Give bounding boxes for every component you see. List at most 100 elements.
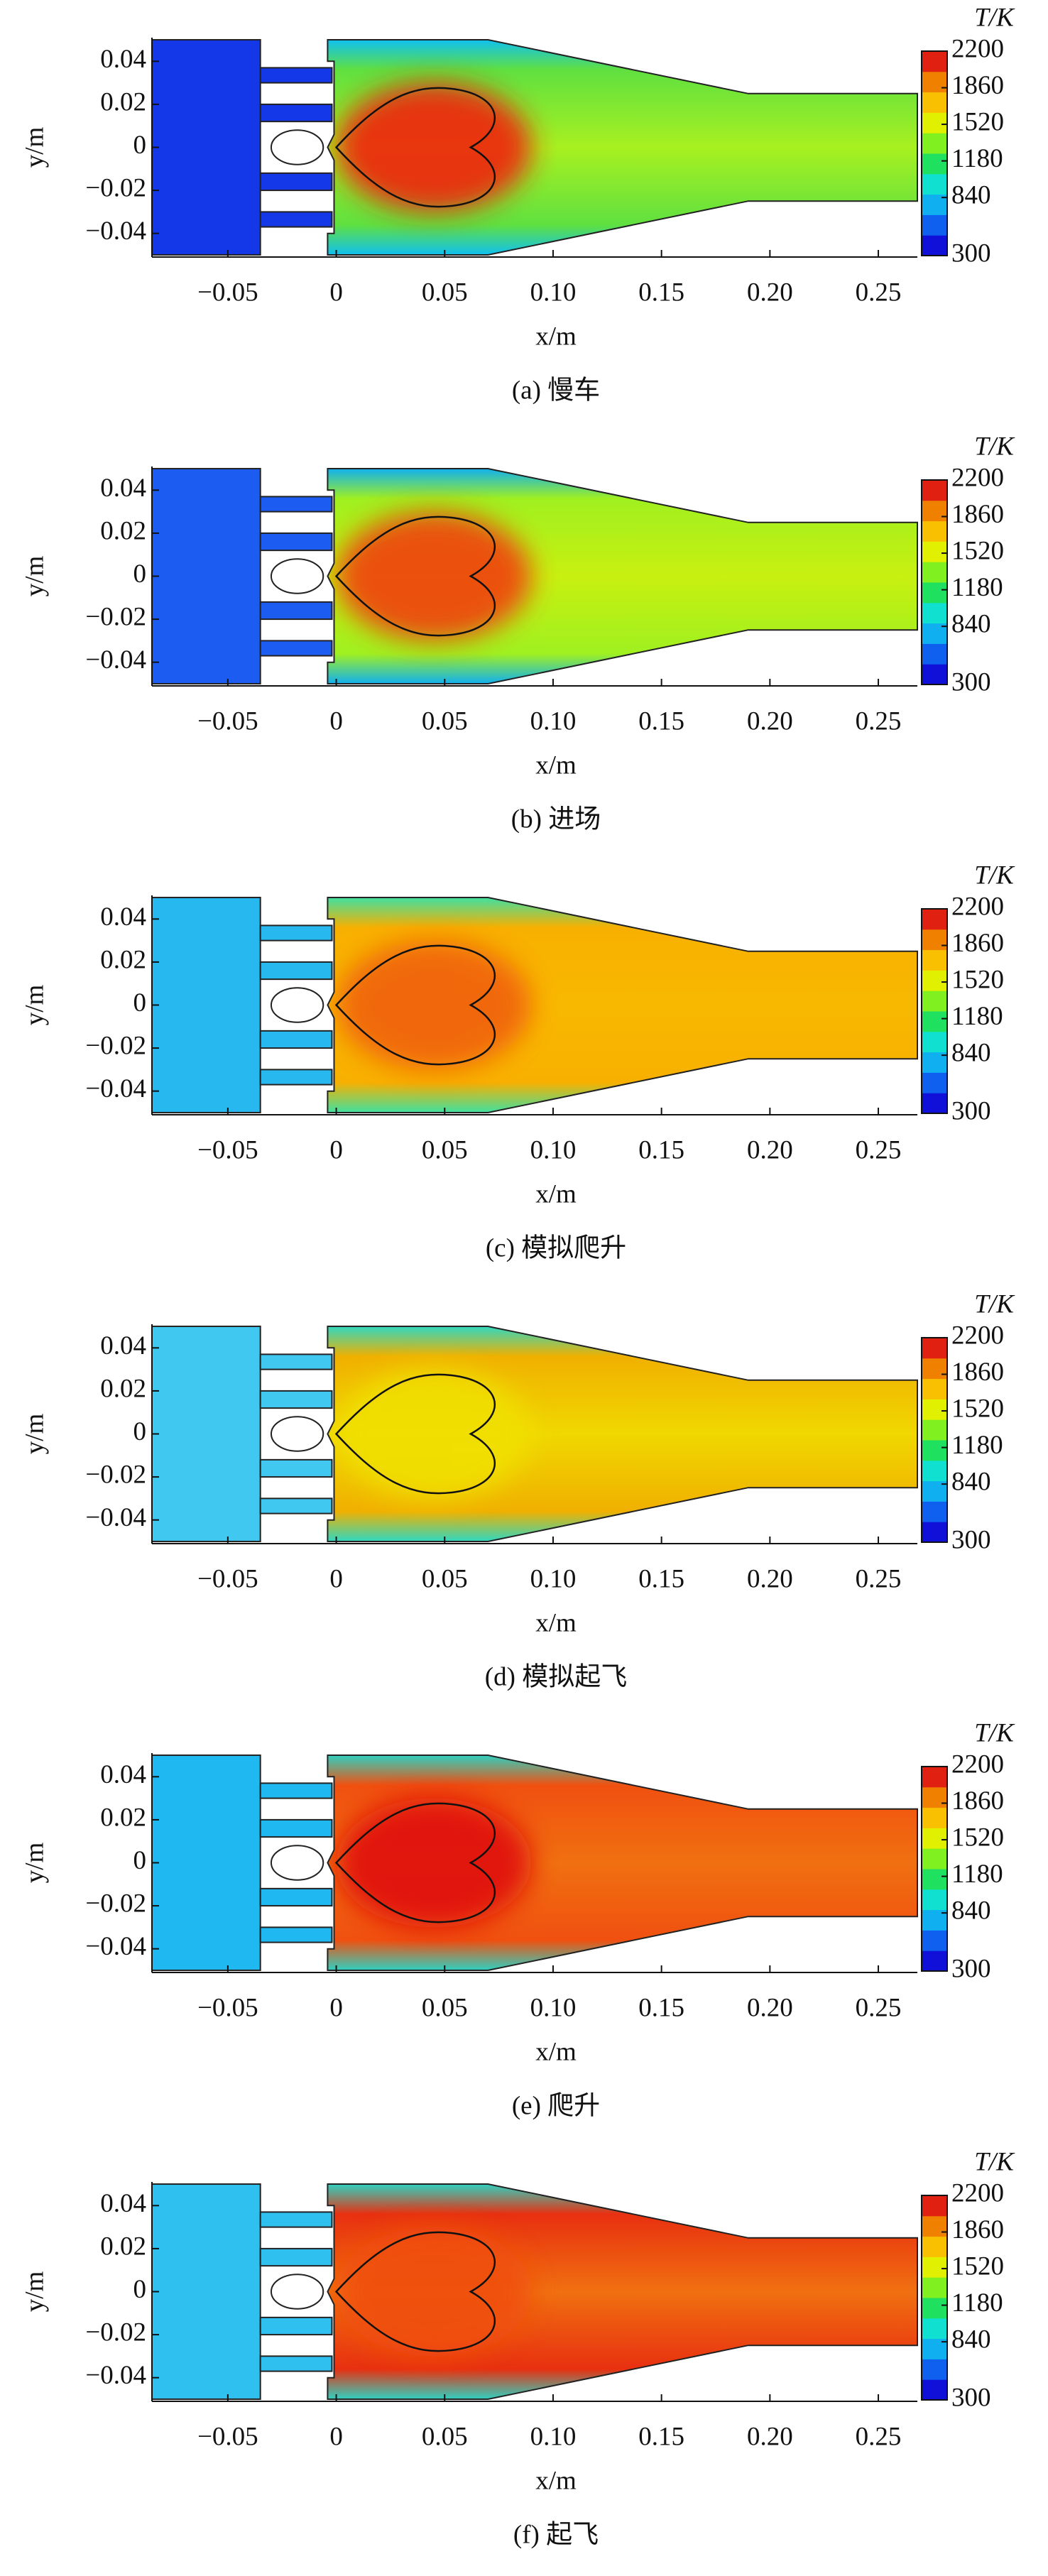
- nozzle: [270, 1845, 324, 1881]
- colorbar-segment: [922, 1093, 947, 1114]
- x-tick-label: 0.20: [747, 1564, 793, 1593]
- y-axis-label: y/m: [20, 556, 49, 597]
- colorbar-segment: [922, 1419, 947, 1441]
- injector-tube: [259, 496, 333, 513]
- colorbar-segment: [922, 2256, 947, 2278]
- y-axis-label: y/m: [20, 1843, 49, 1884]
- colorbar-segment: [922, 1460, 947, 1482]
- colorbar-segment: [922, 2277, 947, 2298]
- colorbar-tick-label: 300: [951, 1525, 991, 1554]
- y-tick-label: 0: [133, 1417, 147, 1446]
- x-tick-label: 0.10: [530, 1564, 577, 1593]
- injector-tube: [259, 2355, 333, 2372]
- x-tick-label: 0.20: [747, 2422, 793, 2451]
- flame-contour: [334, 515, 496, 637]
- colorbar-segment: [922, 1807, 947, 1828]
- x-tick-label: 0.20: [747, 706, 793, 736]
- inlet-block: [151, 2183, 261, 2400]
- colorbar-tick-label: 1180: [951, 2288, 1003, 2318]
- caption: (b) 进场: [511, 804, 601, 834]
- x-tick-label: 0.25: [856, 1564, 902, 1593]
- colorbar-tick-label: 1520: [951, 2252, 1004, 2281]
- colorbar-tick-label: 1520: [951, 1823, 1004, 1852]
- caption: (c) 模拟爬升: [486, 1233, 626, 1262]
- y-tick-label: −0.04: [85, 217, 146, 246]
- colorbar-segment: [922, 2298, 947, 2319]
- colorbar-title: T/K: [974, 1718, 1015, 1747]
- y-axis-label: y/m: [20, 985, 49, 1026]
- inlet-block: [151, 1754, 261, 1971]
- colorbar-segment: [922, 1011, 947, 1032]
- colorbar-segment: [922, 235, 947, 256]
- colorbar-segment: [922, 2359, 947, 2380]
- colorbar-segment: [922, 520, 947, 542]
- colorbar-segment: [922, 1950, 947, 1972]
- colorbar-segment: [922, 602, 947, 624]
- injector-tube: [259, 2316, 333, 2336]
- nozzle: [270, 987, 324, 1023]
- x-tick-label: 0.25: [856, 706, 902, 736]
- colorbar-segment: [922, 664, 947, 685]
- y-tick-label: −0.04: [85, 1074, 146, 1103]
- colorbar-segment: [922, 92, 947, 113]
- hot-core: [336, 1798, 532, 1928]
- y-tick-label: 0.02: [100, 2232, 146, 2261]
- panel: −0.05 0 0.05 0.10 0.15 0.20 0.25 −0.04 −0.02 0 0.0…: [20, 2147, 1015, 2549]
- y-tick-label: 0: [133, 131, 147, 160]
- hot-core: [336, 1369, 532, 1499]
- colorbar-tick-label: 1180: [951, 1431, 1003, 1460]
- x-tick-label: 0.25: [856, 2422, 902, 2451]
- x-tick-label: 0.10: [530, 2422, 577, 2451]
- x-tick-label: 0.25: [856, 1993, 902, 2022]
- x-axis-label: x/m: [535, 1179, 577, 1208]
- flame-contour: [334, 87, 496, 208]
- colorbar-segment: [922, 1767, 947, 1788]
- colorbar-segment: [922, 1869, 947, 1890]
- colorbar-tick-label: 1180: [951, 144, 1003, 173]
- colorbar-tick-label: 1180: [951, 1860, 1003, 1889]
- colorbar-frame: [921, 479, 948, 685]
- nozzle: [270, 1416, 324, 1452]
- colorbar-segment: [922, 1399, 947, 1420]
- colorbar-segment: [922, 2318, 947, 2340]
- combustor-wall: [327, 39, 918, 256]
- x-tick-label: 0.10: [530, 706, 577, 736]
- injector-tube: [259, 1030, 333, 1049]
- colorbar-frame: [921, 908, 948, 1114]
- colorbar-tick-label: 300: [951, 239, 991, 268]
- colorbar-tick-label: 1860: [951, 1786, 1004, 1816]
- panel: −0.05 0 0.05 0.10 0.15 0.20 0.25 −0.04 −0.02 0 0.0…: [20, 1718, 1015, 2120]
- caption: (e) 爬升: [512, 2091, 600, 2120]
- x-tick-label: 0: [329, 2422, 343, 2451]
- colorbar-segment: [922, 1072, 947, 1093]
- y-tick-label: 0: [133, 560, 147, 589]
- colorbar-segment: [922, 1338, 947, 1359]
- y-tick-label: −0.02: [85, 1889, 146, 1919]
- injector-tube: [259, 1497, 333, 1515]
- inlet-block: [151, 897, 261, 1113]
- y-tick-label: −0.02: [85, 2318, 146, 2347]
- x-tick-label: −0.05: [197, 1564, 258, 1593]
- y-tick-label: 0.04: [100, 1331, 146, 1360]
- colorbar-title: T/K: [974, 861, 1015, 890]
- colorbar-tick-label: 840: [951, 2325, 991, 2354]
- colorbar-tick-label: 300: [951, 1954, 991, 1983]
- y-tick-label: 0: [133, 988, 147, 1017]
- y-tick-label: 0.04: [100, 902, 146, 932]
- colorbar-title: T/K: [974, 2147, 1015, 2176]
- x-tick-label: 0.25: [856, 1135, 902, 1164]
- colorbar-tick-label: 1180: [951, 1002, 1003, 1031]
- x-tick-label: 0.05: [422, 1135, 468, 1164]
- colorbar-segment: [922, 133, 947, 154]
- colorbar-segment: [922, 1889, 947, 1911]
- flame-contour: [334, 944, 496, 1066]
- colorbar-tick-label: 300: [951, 2383, 991, 2412]
- x-tick-label: −0.05: [197, 278, 258, 307]
- colorbar-tick-label: 300: [951, 667, 991, 697]
- injector-tube: [259, 67, 333, 84]
- x-tick-label: 0: [329, 1135, 343, 1164]
- colorbar-frame: [921, 50, 948, 256]
- y-tick-label: −0.02: [85, 174, 146, 203]
- x-axis-label: x/m: [535, 2037, 577, 2066]
